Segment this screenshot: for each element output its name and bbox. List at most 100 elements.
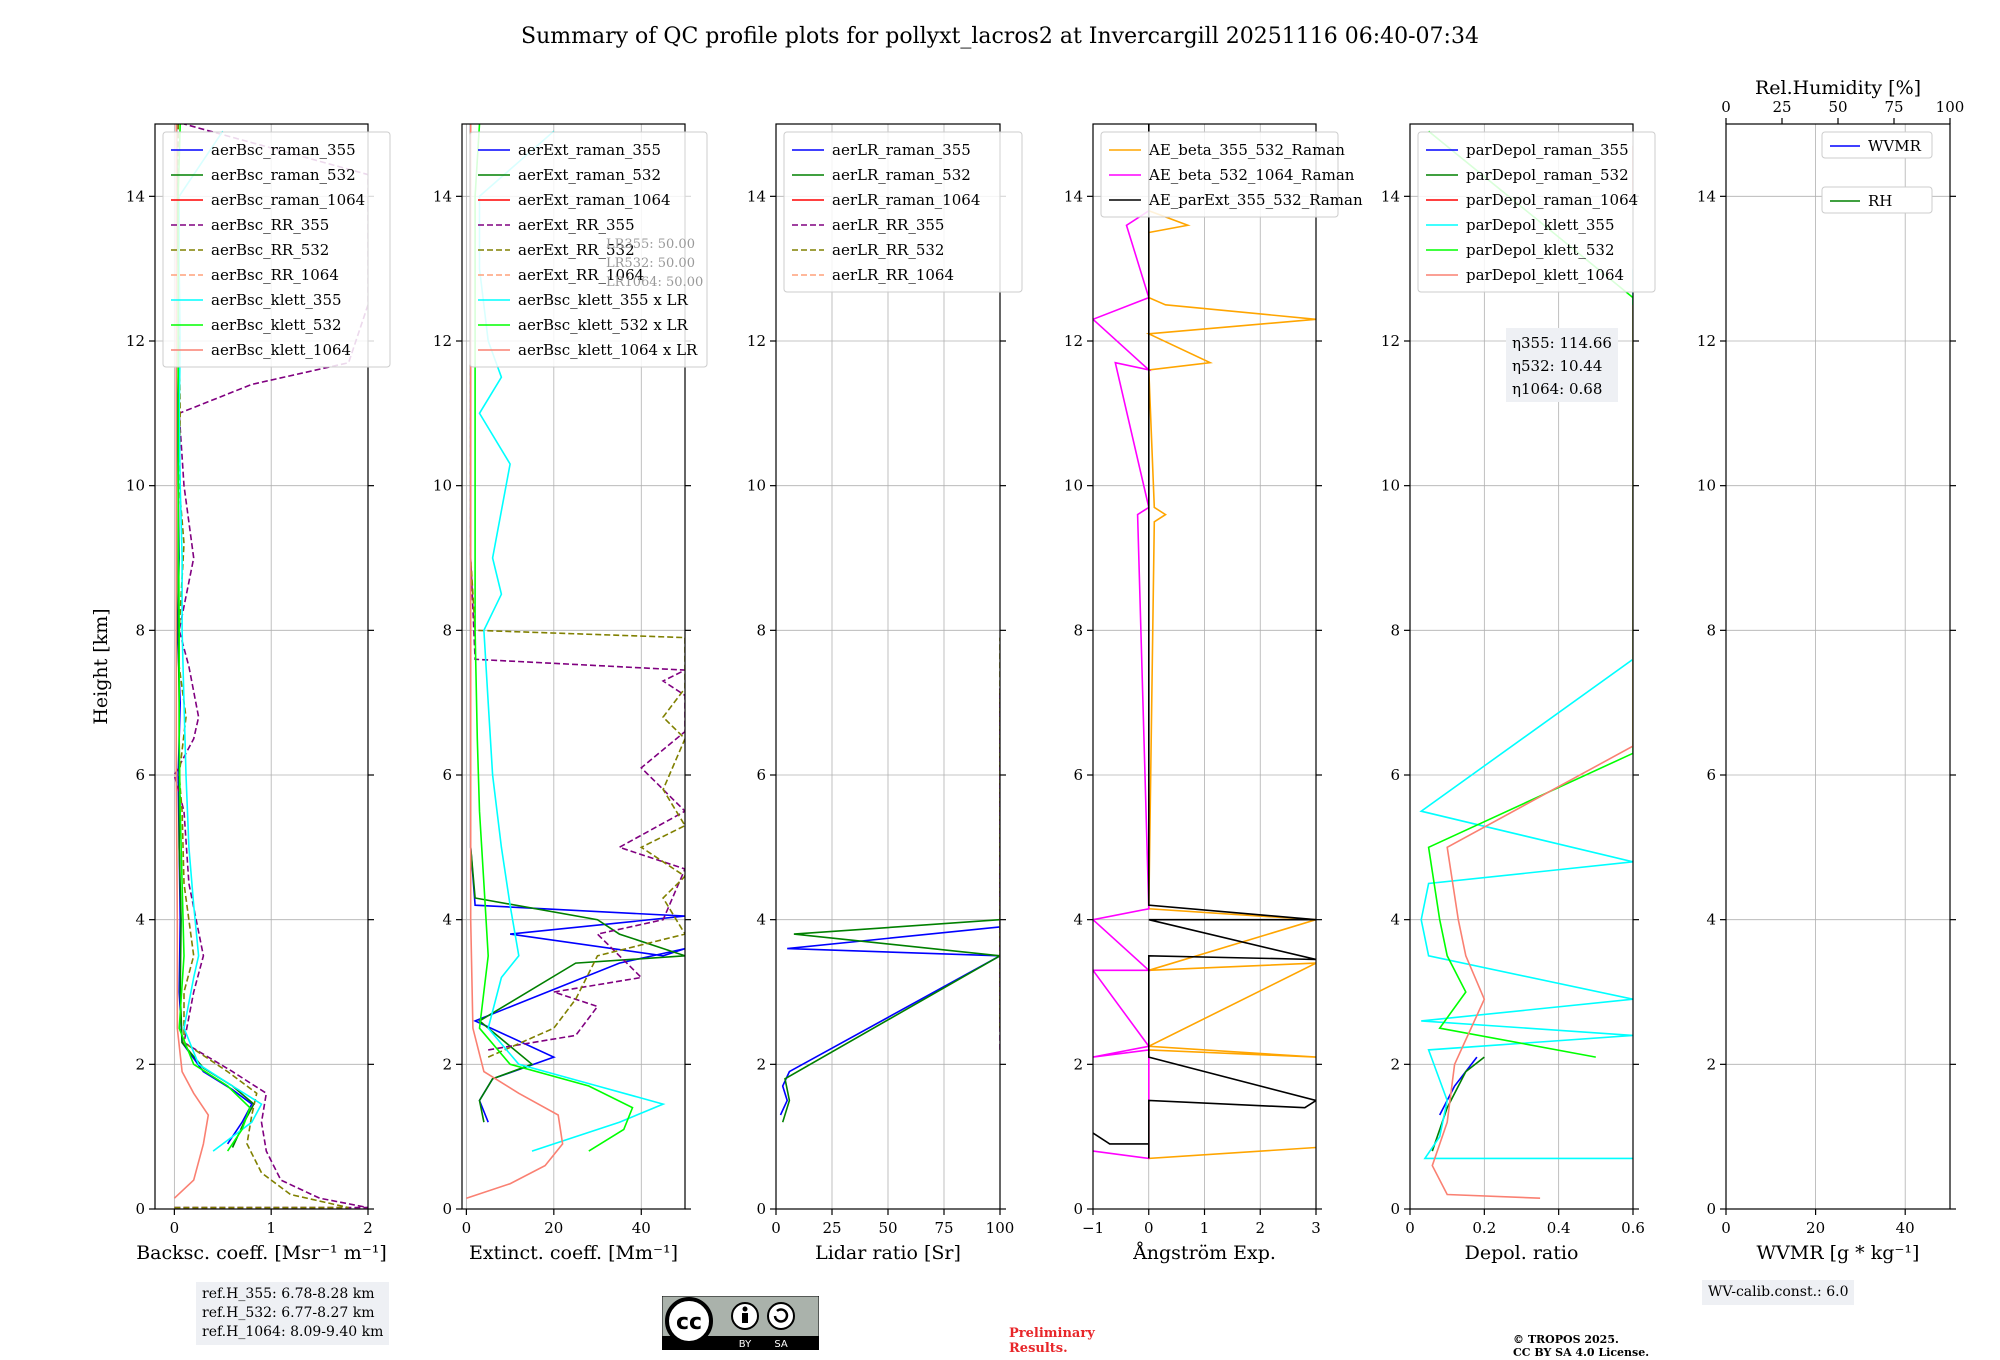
extinction-ytick-label: 6 <box>442 766 452 784</box>
ref-height-1064: ref.H_1064: 8.09-9.40 km <box>202 1324 384 1340</box>
wvmr-xtick2-label: 50 <box>1828 98 1847 116</box>
angstrom-xtick-label: 2 <box>1255 1219 1265 1237</box>
wvmr-xtick2-label: 75 <box>1884 98 1903 116</box>
wvmr-legend-box <box>1821 186 1933 214</box>
lidar-ratio-legend-label: aerLR_RR_532 <box>832 241 944 259</box>
lidar-ratio-legend-label: aerLR_raman_1064 <box>832 191 980 209</box>
lidar-ratio-xtick-label: 75 <box>934 1219 953 1237</box>
extinction-panel: 0 20 40 0 2 4 6 8 10 12 14 Extinct. coeff. [Mm⁻¹] ae… <box>433 123 708 1264</box>
figure-title: Summary of QC profile plots for pollyxt_… <box>521 24 1479 49</box>
extinction-ytick-label: 10 <box>433 477 452 495</box>
backscatter-ytick-label: 6 <box>135 766 145 784</box>
copyright-line-1: © TROPOS 2025. <box>1513 1333 1619 1346</box>
lr-note-line: LR355: 50.00 <box>606 237 695 252</box>
backscatter-ytick-label: 0 <box>135 1200 145 1218</box>
depol-legend-label: parDepol_klett_1064 <box>1466 266 1624 284</box>
wvmr-xtick-label: 20 <box>1806 1219 1825 1237</box>
extinction-legend-label: aerBsc_klett_355 x LR <box>518 291 689 309</box>
angstrom-ytick-label: 4 <box>1073 911 1083 929</box>
backscatter-ytick-label: 8 <box>135 621 145 639</box>
lidar-ratio-legend-label: aerLR_raman_532 <box>832 166 971 184</box>
depol-series-1 <box>1431 1056 1485 1152</box>
lidar-ratio-legend-label: aerLR_RR_1064 <box>832 266 954 284</box>
lidar-ratio-ytick-label: 14 <box>747 187 766 205</box>
backscatter-ylabel: Height [km] <box>90 608 112 724</box>
backscatter-legend-label: aerBsc_klett_1064 <box>211 341 351 359</box>
lidar-ratio-legend-box <box>783 131 1023 293</box>
extinction-legend-label: aerExt_raman_532 <box>518 166 661 184</box>
depol-series-group <box>1419 130 1633 1199</box>
angstrom-ytick-label: 12 <box>1064 332 1083 350</box>
wvmr-xlabel2: Rel.Humidity [%] <box>1755 77 1921 99</box>
depol-frame <box>1409 123 1634 1210</box>
angstrom-ytick-label: 8 <box>1073 621 1083 639</box>
depol-ytick-label: 0 <box>1390 1200 1400 1218</box>
extinction-frame <box>461 123 686 1210</box>
backscatter-legend-label: aerBsc_raman_532 <box>211 166 356 184</box>
lidar-ratio-xtick-label: 50 <box>878 1219 897 1237</box>
preliminary-line-2: Results. <box>1009 1341 1068 1356</box>
wvmr-frame <box>1725 123 1951 1210</box>
eta-note-line: η532: 10.44 <box>1512 357 1602 375</box>
angstrom-legend-label: AE_beta_532_1064_Raman <box>1148 166 1355 184</box>
extinction-series-8 <box>466 124 564 1199</box>
preliminary-results-note: Preliminary Results. <box>1009 1326 1095 1356</box>
lidar-ratio-xlabel: Lidar ratio [Sr] <box>815 1242 961 1264</box>
depol-ytick-label: 14 <box>1381 187 1400 205</box>
extinction-legend-label: aerExt_RR_1064 <box>518 266 644 284</box>
lidar-ratio-ytick-label: 2 <box>756 1055 766 1073</box>
depol-ytick-label: 10 <box>1381 477 1400 495</box>
angstrom-xtick-label: 0 <box>1144 1219 1154 1237</box>
extinction-xtick-label: 20 <box>544 1219 563 1237</box>
depol-ytick-label: 6 <box>1390 766 1400 784</box>
ref-height-532: ref.H_532: 6.77-8.27 km <box>202 1305 375 1321</box>
wvmr-ytick-label: 8 <box>1706 621 1716 639</box>
backscatter-ytick-label: 12 <box>126 332 145 350</box>
depol-legend-label: parDepol_raman_355 <box>1466 141 1629 159</box>
backscatter-xtick-label: 2 <box>363 1219 373 1237</box>
extinction-xlabel: Extinct. coeff. [Mm⁻¹] <box>469 1242 678 1264</box>
wvmr-legend-box <box>1821 131 1933 159</box>
wvmr-xtick2-label: 0 <box>1721 98 1731 116</box>
backscatter-xtick-label: 1 <box>266 1219 276 1237</box>
backscatter-legend-box <box>162 131 391 368</box>
lidar-ratio-ytick-label: 6 <box>756 766 766 784</box>
depol-ytick-label: 8 <box>1390 621 1400 639</box>
angstrom-ytick-label: 10 <box>1064 477 1083 495</box>
angstrom-series-group <box>1093 124 1316 1160</box>
backscatter-xlabel: Backsc. coeff. [Msr⁻¹ m⁻¹] <box>136 1242 387 1264</box>
extinction-legend-label: aerExt_raman_355 <box>518 141 661 159</box>
angstrom-ytick-label: 2 <box>1073 1055 1083 1073</box>
depol-xtick-label: 0 <box>1405 1219 1415 1237</box>
extinction-ytick-label: 14 <box>433 187 452 205</box>
wv-calib-note: WV-calib.const.: 6.0 <box>1702 1280 1855 1305</box>
eta-note-line: η355: 114.66 <box>1512 334 1612 352</box>
backscatter-frame <box>154 123 369 1210</box>
angstrom-xlabel: Ångström Exp. <box>1132 1242 1276 1264</box>
copyright-line-2: CC BY SA 4.0 License. <box>1513 1346 1650 1359</box>
depol-xtick-label: 0.4 <box>1547 1219 1571 1237</box>
wvmr-ytick-label: 6 <box>1706 766 1716 784</box>
ref-height-note: ref.H_355: 6.78-8.28 km ref.H_532: 6.77-… <box>196 1282 390 1345</box>
eta-note-box <box>1506 328 1618 402</box>
backscatter-legend-label: aerBsc_raman_1064 <box>211 191 365 209</box>
angstrom-xtick-label: 3 <box>1311 1219 1321 1237</box>
backscatter-legend-label: aerBsc_RR_1064 <box>211 266 339 284</box>
backscatter-ytick-label: 10 <box>126 477 145 495</box>
depol-series-5 <box>1431 304 1633 1199</box>
extinction-ytick-label: 0 <box>442 1200 452 1218</box>
extinction-xtick-label: 40 <box>632 1219 651 1237</box>
lidar-ratio-series-1 <box>781 918 1000 1123</box>
depol-series-0 <box>1438 1056 1478 1116</box>
extinction-legend-box <box>469 131 708 368</box>
lr-note-line: LR1064: 50.00 <box>606 275 703 290</box>
lidar-ratio-legend-label: aerLR_raman_355 <box>832 141 971 159</box>
svg-text:cc: cc <box>676 1310 702 1335</box>
extinction-legend-label: aerExt_RR_532 <box>518 241 635 259</box>
lidar-ratio-series-group <box>779 637 1000 1123</box>
angstrom-xtick-label: −1 <box>1082 1219 1104 1237</box>
angstrom-series-0 <box>1145 210 1316 1160</box>
depol-xtick-label: 0.6 <box>1621 1219 1645 1237</box>
cc-by-label: BY <box>739 1339 752 1350</box>
